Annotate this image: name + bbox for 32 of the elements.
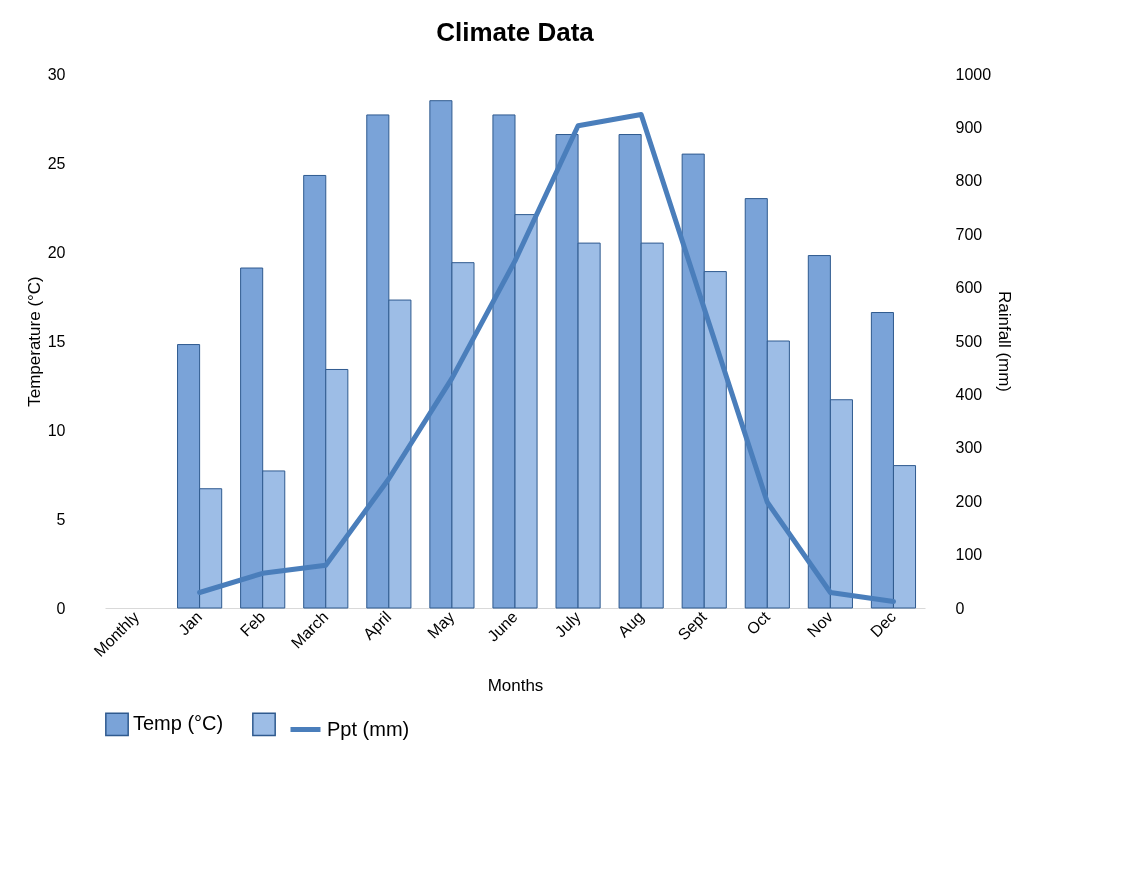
y-tick-label: 15 [47, 332, 66, 350]
x-tick-label: Dec [866, 608, 900, 641]
x-tick-label: Aug [614, 608, 647, 641]
y2-tick-label: 400 [955, 385, 983, 403]
x-tick-label: May [424, 608, 458, 642]
y2-tick-label: 300 [955, 439, 983, 457]
y2-tick-label: 100 [955, 546, 983, 564]
y-tick-label: 5 [56, 510, 66, 528]
y2-tick-label: 200 [955, 492, 983, 510]
y2-tick-label: 900 [955, 118, 983, 136]
y2-tick-label: 0 [955, 599, 965, 617]
y2-tick-label: 1000 [955, 65, 992, 83]
x-tick-label: Jan [175, 608, 206, 639]
y2-tick-label: 500 [955, 332, 983, 350]
x-tick-label: Oct [743, 607, 774, 638]
x-tick-label: Feb [236, 608, 269, 640]
y-tick-label: 25 [47, 154, 66, 172]
y-tick-label: 30 [47, 65, 66, 83]
y-tick-label: 20 [47, 243, 66, 261]
chart-title: Climate Data [436, 17, 595, 47]
legend-label: Temp (°C) [133, 712, 224, 735]
y-tick-label: 10 [47, 421, 66, 439]
y2-tick-label: 600 [955, 279, 983, 297]
y2-axis-title: Rainfall (mm) [995, 290, 1015, 393]
x-axis-title: Months [487, 675, 544, 695]
legend-label: Ppt (mm) [327, 717, 410, 740]
y2-tick-label: 700 [955, 225, 983, 243]
y2-tick-label: 800 [955, 172, 983, 190]
x-tick-label: Nov [803, 608, 837, 641]
y-axis-title: Temperature (°C) [24, 276, 44, 407]
y-tick-label: 0 [56, 599, 66, 617]
x-tick-label: July [551, 608, 584, 641]
